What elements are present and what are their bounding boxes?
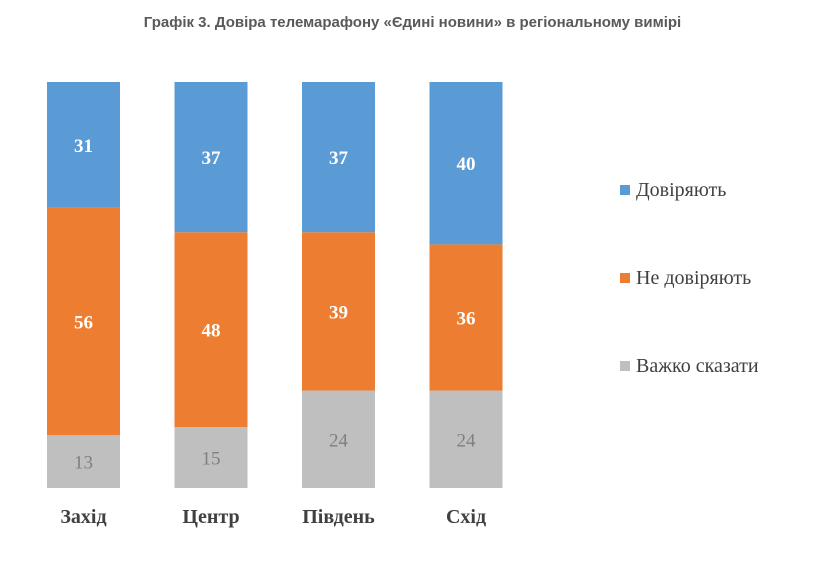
category-label-4: Схід [446, 506, 486, 528]
bar-segment-distrust-2 [174, 232, 248, 428]
data-label-hard-to-say-3: 24 [329, 430, 349, 451]
bar-segment-distrust-1 [47, 207, 120, 436]
bar-segment-hard-to-say-2 [174, 427, 248, 488]
data-label-hard-to-say-2: 15 [202, 449, 221, 470]
legend-swatch-distrust [620, 273, 630, 283]
legend-label-distrust: Не довіряють [636, 266, 752, 289]
category-label-3: Південь [302, 506, 375, 528]
legend-item-distrust: Не довіряють [620, 264, 759, 292]
bar-segment-trust-1 [47, 82, 120, 208]
legend-label-hard-to-say: Важко сказати [636, 354, 759, 377]
bar-segment-trust-4 [429, 82, 503, 245]
data-label-distrust-2: 48 [202, 321, 221, 342]
bar-segment-distrust-4 [429, 244, 503, 391]
bar-segment-hard-to-say-1 [47, 435, 120, 488]
chart-title: Графік 3. Довіра телемарафону «Єдині нов… [143, 14, 682, 31]
category-label-2: Центр [182, 506, 239, 528]
legend: Довіряють Не довіряють Важко сказати [620, 176, 759, 440]
data-label-hard-to-say-1: 13 [74, 453, 93, 474]
legend-item-trust: Довіряють [620, 176, 759, 204]
legend-item-hard-to-say: Важко сказати [620, 352, 759, 380]
data-label-distrust-3: 39 [329, 302, 348, 323]
data-label-trust-1: 31 [74, 136, 93, 157]
bar-segment-trust-3 [302, 82, 375, 233]
data-label-distrust-4: 36 [457, 308, 476, 329]
bar-segment-hard-to-say-4 [429, 390, 503, 488]
bar-segment-distrust-3 [302, 232, 375, 391]
data-label-trust-4: 40 [457, 154, 476, 175]
legend-swatch-trust [620, 185, 630, 195]
category-label-1: Захід [60, 506, 106, 528]
bar-segment-trust-2 [174, 82, 248, 233]
data-label-trust-3: 37 [329, 148, 349, 169]
data-label-hard-to-say-4: 24 [457, 430, 477, 451]
data-label-distrust-1: 56 [74, 313, 93, 334]
legend-label-trust: Довіряють [636, 178, 727, 201]
legend-swatch-hard-to-say [620, 361, 630, 371]
bar-segment-hard-to-say-3 [302, 390, 375, 488]
data-label-trust-2: 37 [202, 148, 222, 169]
